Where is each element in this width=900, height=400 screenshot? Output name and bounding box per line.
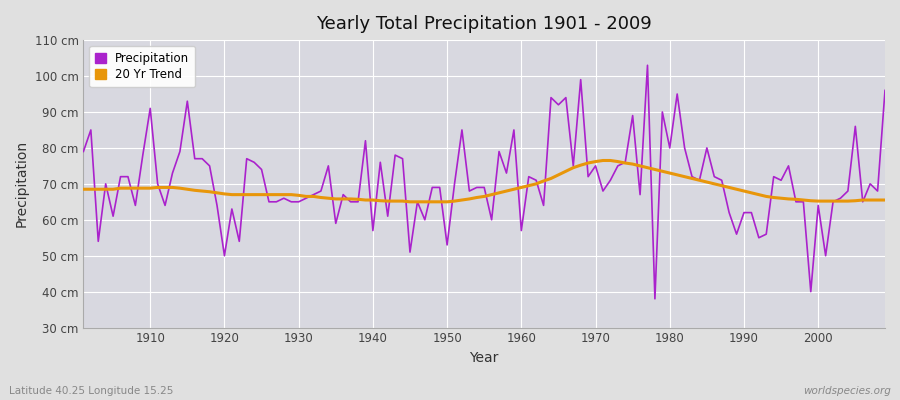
Title: Yearly Total Precipitation 1901 - 2009: Yearly Total Precipitation 1901 - 2009 <box>316 15 652 33</box>
X-axis label: Year: Year <box>470 351 499 365</box>
Legend: Precipitation, 20 Yr Trend: Precipitation, 20 Yr Trend <box>89 46 195 87</box>
Text: worldspecies.org: worldspecies.org <box>803 386 891 396</box>
Y-axis label: Precipitation: Precipitation <box>15 140 29 228</box>
Text: Latitude 40.25 Longitude 15.25: Latitude 40.25 Longitude 15.25 <box>9 386 174 396</box>
